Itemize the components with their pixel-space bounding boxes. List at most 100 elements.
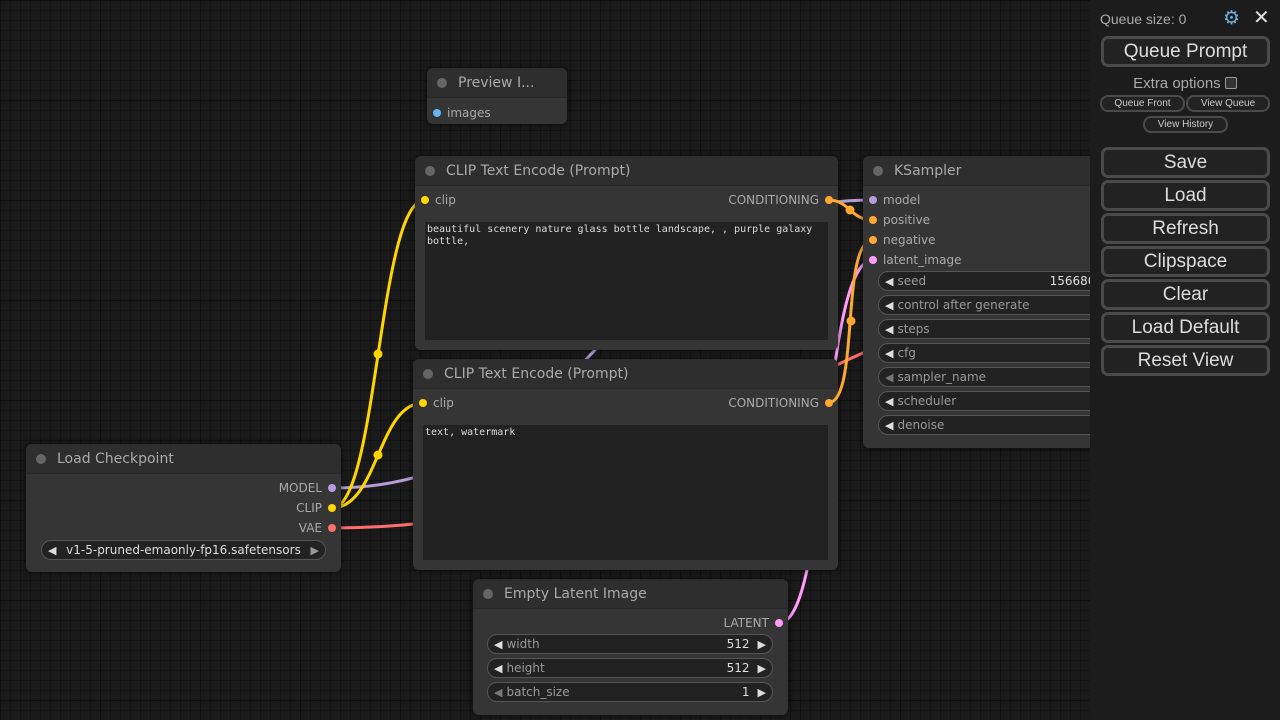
arrow-left-icon[interactable]: ◀ [494,685,503,699]
close-icon[interactable]: ✕ [1253,5,1270,29]
load-checkpoint-node[interactable]: Load Checkpoint MODEL CLIP VAE ◀ v1-5-pru… [26,444,341,572]
widget-label: batch_size [506,685,570,699]
slot-dot[interactable] [419,399,427,407]
save-button[interactable]: Save [1101,147,1270,178]
preview-image-node[interactable]: Preview I... images [427,68,567,124]
node-title-text: Load Checkpoint [57,450,174,467]
slot-dot[interactable] [328,484,336,492]
slot-dot[interactable] [328,504,336,512]
widget-width[interactable]: ◀ width 512 ▶ [487,634,773,654]
arrow-left-icon[interactable]: ◀ [885,298,894,312]
arrow-left-icon[interactable]: ◀ [885,370,894,384]
prompt-textarea[interactable]: text, watermark [423,425,828,560]
output-latent[interactable]: LATENT [724,616,783,630]
slot-label: clip [435,193,456,207]
ckpt-name-combo[interactable]: ◀ v1-5-pruned-emaonly-fp16.safetensors ▶ [41,540,326,560]
slot-dot[interactable] [869,256,877,264]
empty-latent-image-node[interactable]: Empty Latent Image LATENT ◀ width 512 ▶ ◀ hei… [473,579,788,715]
widget-label: height [506,661,545,675]
extra-options-checkbox[interactable] [1224,77,1237,89]
slot-dot[interactable] [869,236,877,244]
output-vae[interactable]: VAE [299,521,336,535]
arrow-left-icon[interactable]: ◀ [48,543,57,557]
widget-cfg[interactable]: ◀ cfg [878,343,1133,363]
widget-height[interactable]: ◀ height 512 ▶ [487,658,773,678]
widget-denoise[interactable]: ◀ denoise [878,415,1133,435]
slot-dot[interactable] [825,196,833,204]
collapse-dot[interactable] [36,453,46,464]
node-title: Load Checkpoint [26,444,341,474]
widget-steps[interactable]: ◀ steps [878,319,1133,339]
arrow-left-icon[interactable]: ◀ [885,322,894,336]
slot-dot[interactable] [869,196,877,204]
clip-text-encode-negative-node[interactable]: CLIP Text Encode (Prompt) clip CONDITION… [413,359,838,570]
arrow-right-icon[interactable]: ▶ [757,637,766,651]
load-default-button[interactable]: Load Default [1101,312,1270,343]
collapse-dot[interactable] [873,165,883,176]
clipspace-button[interactable]: Clipspace [1101,246,1270,277]
clear-button[interactable]: Clear [1101,279,1270,310]
widget-value: 512 [726,637,750,651]
load-button[interactable]: Load [1101,180,1270,211]
output-clip[interactable]: CLIP [296,501,336,515]
arrow-left-icon[interactable]: ◀ [885,274,894,288]
widget-sampler-name[interactable]: ◀ sampler_name [878,367,1133,387]
reset-view-button[interactable]: Reset View [1101,345,1270,376]
output-conditioning[interactable]: CONDITIONING [728,193,833,207]
input-clip[interactable]: clip [419,396,454,410]
clip-text-encode-positive-node[interactable]: CLIP Text Encode (Prompt) clip CONDITION… [415,156,838,350]
wire-clip-pos [331,198,426,510]
queue-prompt-button[interactable]: Queue Prompt [1101,36,1270,67]
output-conditioning[interactable]: CONDITIONING [728,396,833,410]
collapse-dot[interactable] [437,77,447,88]
slot-dot[interactable] [869,216,877,224]
slot-dot[interactable] [433,109,441,117]
widget-label: cfg [897,346,916,360]
slot-label: CONDITIONING [728,193,819,207]
refresh-button[interactable]: Refresh [1101,213,1270,244]
view-history-button[interactable]: View History [1143,116,1228,133]
arrow-left-icon[interactable]: ◀ [885,394,894,408]
widget-label: seed [897,274,927,288]
input-negative[interactable]: negative [869,233,935,247]
node-title: KSampler [863,156,1123,186]
collapse-dot[interactable] [423,368,433,379]
arrow-left-icon[interactable]: ◀ [885,418,894,432]
view-queue-button[interactable]: View Queue [1186,95,1270,112]
node-title-text: CLIP Text Encode (Prompt) [444,365,629,382]
input-latent-image[interactable]: latent_image [869,253,961,267]
slot-dot[interactable] [421,196,429,204]
collapse-dot[interactable] [483,588,493,599]
widget-batch-size[interactable]: ◀ batch_size 1 ▶ [487,682,773,702]
input-model[interactable]: model [869,193,920,207]
extra-options-label: Extra options [1133,75,1221,92]
input-images[interactable]: images [433,106,491,120]
wire-clip-neg [331,401,424,510]
widget-scheduler[interactable]: ◀schedulern [878,391,1133,411]
prompt-textarea[interactable]: beautiful scenery nature glass bottle la… [425,222,828,340]
queue-front-button[interactable]: Queue Front [1100,95,1185,112]
widget-label: sampler_name [897,370,987,384]
arrow-right-icon[interactable]: ▶ [757,661,766,675]
slot-dot[interactable] [825,399,833,407]
ksampler-node[interactable]: KSampler model positive negative latent_… [863,156,1133,448]
node-title-text: Empty Latent Image [504,585,647,602]
gear-icon[interactable]: ⚙ [1223,7,1241,29]
arrow-left-icon[interactable]: ◀ [494,637,503,651]
menu-panel: Queue size: 0 ⚙ ✕ Queue Prompt Extra opt… [1090,0,1280,720]
node-title-text: CLIP Text Encode (Prompt) [446,162,631,179]
arrow-right-icon[interactable]: ▶ [310,543,319,557]
slot-dot[interactable] [328,524,336,532]
slot-label: MODEL [278,481,322,495]
input-positive[interactable]: positive [869,213,930,227]
input-clip[interactable]: clip [421,193,456,207]
collapse-dot[interactable] [425,165,435,176]
node-title: Empty Latent Image [473,579,788,609]
output-model[interactable]: MODEL [279,481,336,495]
arrow-left-icon[interactable]: ◀ [885,346,894,360]
arrow-left-icon[interactable]: ◀ [494,661,503,675]
arrow-right-icon[interactable]: ▶ [757,685,766,699]
node-title: CLIP Text Encode (Prompt) [415,156,838,186]
slot-dot[interactable] [775,619,783,627]
